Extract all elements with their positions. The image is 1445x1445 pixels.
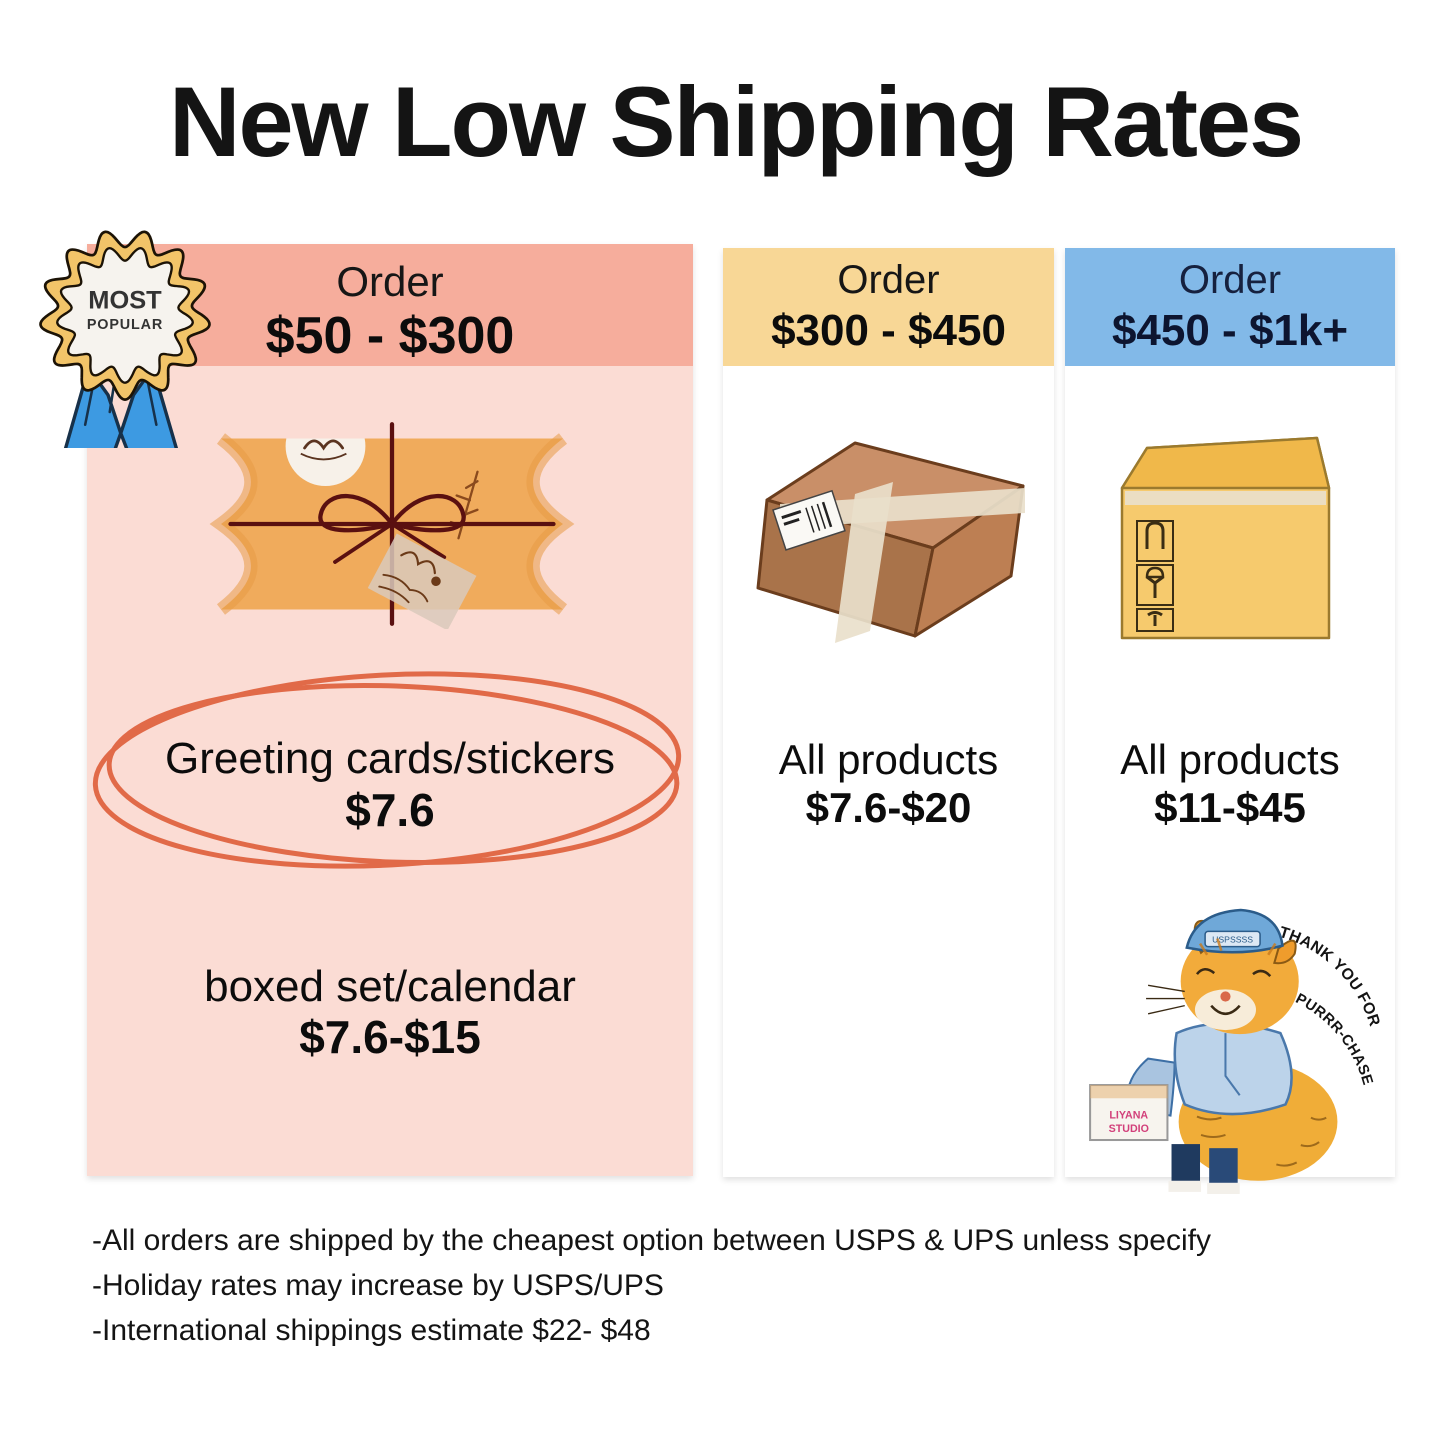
svg-text:MOST: MOST	[88, 287, 162, 315]
svg-text:POPULAR: POPULAR	[87, 317, 163, 333]
svg-text:LIYANA: LIYANA	[1109, 1110, 1148, 1122]
svg-text:STUDIO: STUDIO	[1109, 1123, 1149, 1135]
